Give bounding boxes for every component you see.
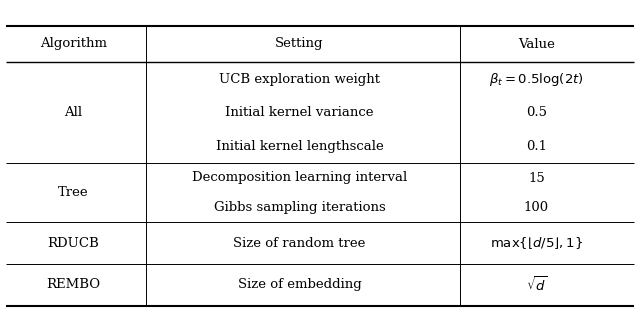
Text: Setting: Setting <box>275 37 324 51</box>
Text: Value: Value <box>518 37 555 51</box>
Text: UCB exploration weight: UCB exploration weight <box>219 73 380 86</box>
Text: All: All <box>65 106 83 119</box>
Text: $\max\{\lfloor d/5 \rfloor, 1\}$: $\max\{\lfloor d/5 \rfloor, 1\}$ <box>490 235 583 251</box>
Text: 0.5: 0.5 <box>526 106 547 119</box>
Text: RDUCB: RDUCB <box>48 237 99 250</box>
Text: $\beta_t = 0.5\log(2t)$: $\beta_t = 0.5\log(2t)$ <box>489 71 584 88</box>
Text: Decomposition learning interval: Decomposition learning interval <box>192 172 407 185</box>
Text: Size of embedding: Size of embedding <box>237 278 362 291</box>
Text: Tree: Tree <box>58 186 89 199</box>
Text: Initial kernel variance: Initial kernel variance <box>225 106 374 119</box>
Text: $\sqrt{d}$: $\sqrt{d}$ <box>525 276 547 294</box>
Text: 0.1: 0.1 <box>526 140 547 153</box>
Text: 15: 15 <box>528 172 545 185</box>
Text: REMBO: REMBO <box>47 278 100 291</box>
Text: Size of random tree: Size of random tree <box>234 237 365 250</box>
Text: Initial kernel lengthscale: Initial kernel lengthscale <box>216 140 383 153</box>
Text: 100: 100 <box>524 201 549 214</box>
Text: Algorithm: Algorithm <box>40 37 107 51</box>
Text: Gibbs sampling iterations: Gibbs sampling iterations <box>214 201 385 214</box>
